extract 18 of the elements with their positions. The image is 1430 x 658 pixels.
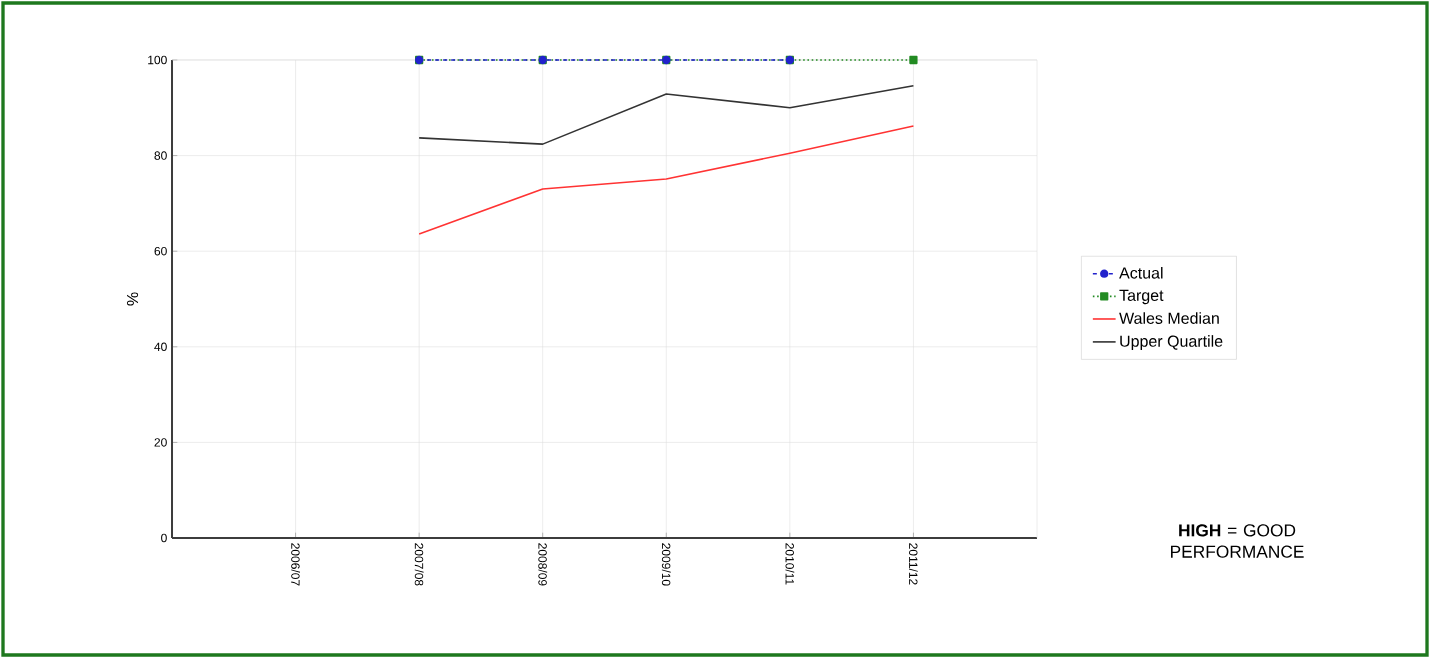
text: HIGH = GOOD PERFORMANCE [1171,524,1304,558]
y-tick-label: 20 [154,438,167,447]
y-tick-label: 0 [161,533,167,543]
legend-label: Wales Median [1119,312,1219,324]
y-tick-label: 40 [154,342,167,352]
y-tick-label: 80 [154,151,167,160]
y-tick-label: 100 [148,55,167,65]
x-tick-label: 2007/08 [414,543,424,586]
legend-label: Target [1119,289,1164,305]
x-tick-label: 2010/11 [785,543,795,585]
legend-label: Actual [1119,266,1163,279]
x-tick-label: 2011/12 [909,543,918,585]
x-tick-label: 2008/09 [538,543,548,586]
x-tick-label: 2009/10 [661,543,671,586]
legend-label: Upper Quartile [1120,335,1223,351]
y-axis-title: % [126,292,139,306]
y-tick-label: 60 [154,246,167,256]
x-tick-label: 2006/07 [291,543,300,586]
